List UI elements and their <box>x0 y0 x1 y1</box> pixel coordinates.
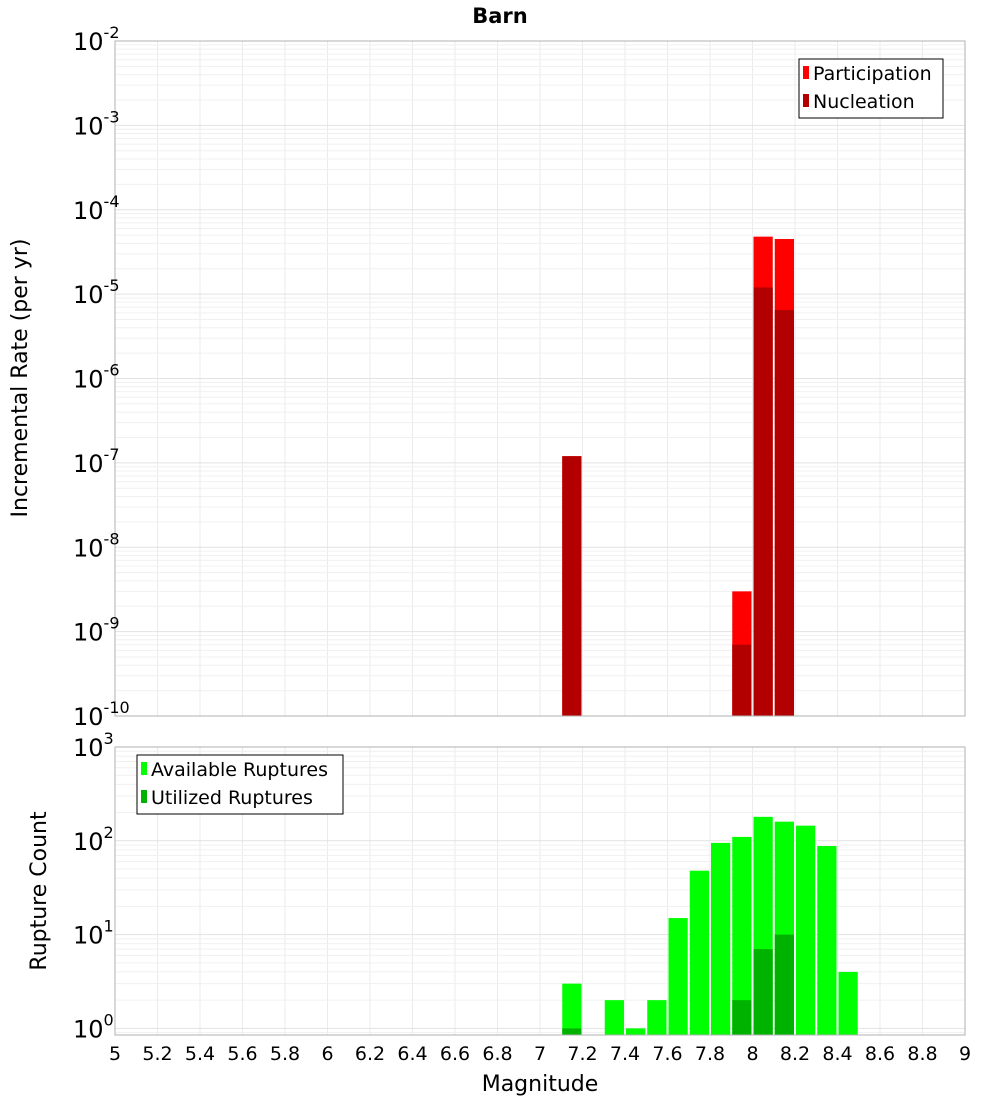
x-tick-label: 5.2 <box>142 1043 172 1065</box>
bar <box>732 836 752 1035</box>
x-tick-label: 5.4 <box>185 1043 215 1065</box>
y-tick-label: 101 <box>73 917 114 950</box>
plot-frame <box>114 746 966 1036</box>
legend-swatch <box>141 790 147 803</box>
x-tick-label: 8 <box>746 1043 758 1065</box>
x-tick-label: 7.2 <box>567 1043 597 1065</box>
y-tick-label: 10-4 <box>73 192 120 225</box>
bar <box>562 1028 582 1035</box>
bar <box>838 971 858 1035</box>
bar <box>753 949 773 1035</box>
bar <box>753 287 773 716</box>
y-tick-label: 100 <box>73 1010 114 1043</box>
legend-swatch <box>803 66 809 79</box>
x-tick-label: 6.6 <box>440 1043 470 1065</box>
series-nucleation <box>562 287 794 716</box>
x-tick-label: 8.8 <box>907 1043 937 1065</box>
bar <box>647 1000 667 1035</box>
x-tick-label: 6.4 <box>397 1043 427 1065</box>
grid <box>114 40 966 717</box>
y-tick-label: 10-2 <box>73 23 120 56</box>
legend-label: Available Ruptures <box>151 759 328 781</box>
x-tick-label: 9 <box>959 1043 971 1065</box>
x-tick-label: 5.6 <box>227 1043 257 1065</box>
x-tick-label: 6 <box>321 1043 333 1065</box>
legend-label: Participation <box>813 63 932 85</box>
x-tick-label: 5.8 <box>270 1043 300 1065</box>
series-utilized-ruptures <box>562 934 794 1035</box>
plot-frame <box>114 40 966 717</box>
y-axis-label: Incremental Rate (per yr) <box>8 239 33 518</box>
x-tick-label: 8.2 <box>780 1043 810 1065</box>
legend-label: Nucleation <box>813 91 915 113</box>
legend: Participation Nucleation <box>798 58 944 119</box>
y-tick-label: 102 <box>73 823 114 856</box>
x-tick-label: 5 <box>109 1043 121 1065</box>
x-tick-label: 6.8 <box>482 1043 512 1065</box>
x-tick-label: 8.6 <box>865 1043 895 1065</box>
bar <box>562 456 582 716</box>
x-tick-label: 7 <box>534 1043 546 1065</box>
legend-swatch <box>803 94 809 107</box>
legend: Available Ruptures Utilized Ruptures <box>136 754 344 815</box>
legend-box <box>798 58 944 119</box>
bar <box>732 644 752 716</box>
bar <box>774 309 794 716</box>
bar <box>774 934 794 1035</box>
x-tick-label: 8.4 <box>822 1043 852 1065</box>
bar <box>604 1000 624 1035</box>
bar <box>562 983 582 1035</box>
x-tick-label: 7.6 <box>652 1043 682 1065</box>
legend-box <box>136 754 344 815</box>
bar <box>626 1028 646 1035</box>
y-tick-label: 10-10 <box>73 698 130 731</box>
y-tick-label: 10-6 <box>73 361 120 394</box>
y-tick-label: 10-9 <box>73 614 120 647</box>
legend-swatch <box>141 762 147 775</box>
y-tick-label: 10-7 <box>73 445 120 478</box>
bar <box>711 842 731 1035</box>
y-tick-label: 103 <box>73 729 114 762</box>
bar <box>689 870 709 1035</box>
bar <box>668 918 688 1035</box>
y-axis-label: Rupture Count <box>27 811 52 971</box>
x-tick-label: 6.2 <box>355 1043 385 1065</box>
chart-title: Barn <box>472 4 527 28</box>
bar <box>796 825 816 1035</box>
x-axis-label: Magnitude <box>482 1072 599 1097</box>
y-tick-label: 10-5 <box>73 276 120 309</box>
x-tick-label: 7.4 <box>610 1043 640 1065</box>
bar <box>817 846 837 1035</box>
magnitude-axis: 5 5.2 5.4 5.6 5.8 6 6.2 6.4 6.6 6.8 7 7.2 7.4 7.6 7.8 8… <box>109 1043 971 1065</box>
legend-label: Utilized Ruptures <box>151 787 313 809</box>
bar <box>732 1000 752 1035</box>
y-tick-label: 10-8 <box>73 529 120 562</box>
rate-panel: 10-2 10-3 10-4 10-5 10-6 10-7 10-8 10-9 10-10 Inc… <box>8 23 966 731</box>
x-tick-label: 7.8 <box>695 1043 725 1065</box>
rupture-count-panel: 103 102 101 100 Rupture Count Available Ruptu… <box>27 729 966 1043</box>
y-tick-label: 10-3 <box>73 107 120 140</box>
